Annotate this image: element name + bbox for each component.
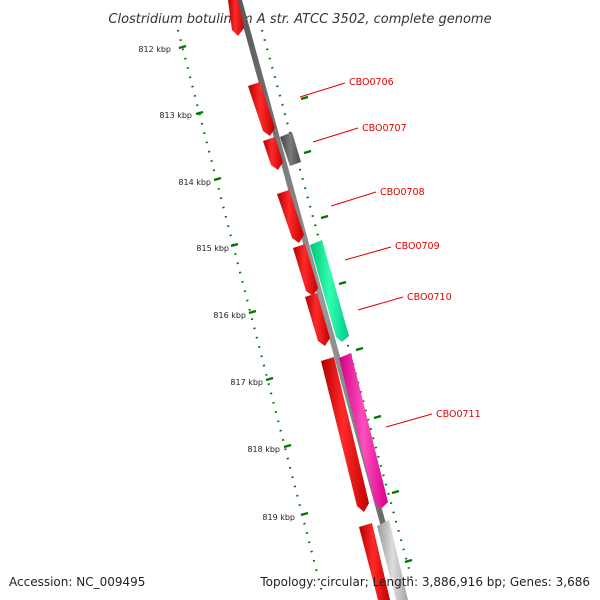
inner-ruler-ticks xyxy=(300,95,413,564)
inner-tick-7 xyxy=(391,489,400,495)
gene-arrow-top-partial[interactable] xyxy=(228,0,244,36)
tick-mark-816 xyxy=(248,309,257,315)
tick-label-812: 812 kbp xyxy=(138,45,171,54)
tick-mark-815 xyxy=(230,242,239,248)
gene-arrow-lightgrey[interactable] xyxy=(377,520,408,600)
tick-label-816: 816 kbp xyxy=(213,311,246,320)
callout-lines xyxy=(299,82,433,428)
tick-label-815: 815 kbp xyxy=(196,244,229,253)
gene-label-cbo0710[interactable]: CBO0710 xyxy=(407,292,452,303)
tick-label-814: 814 kbp xyxy=(178,178,211,187)
tick-label-817: 817 kbp xyxy=(230,378,263,387)
tick-label-819: 819 kbp xyxy=(262,513,295,522)
inner-tick-4 xyxy=(338,280,347,286)
accession-text: Accession: NC_009495 xyxy=(9,575,145,589)
gene-label-cbo0706[interactable]: CBO0706 xyxy=(349,77,394,88)
inner-tick-3 xyxy=(320,214,329,220)
inner-tick-5 xyxy=(355,346,364,352)
gene-arrow-magenta[interactable] xyxy=(339,353,388,508)
gene-arrow-red-3[interactable] xyxy=(277,190,304,243)
gene-label-cbo0708[interactable]: CBO0708 xyxy=(380,187,425,198)
gene-arrow-red-5[interactable] xyxy=(305,293,330,346)
gene-arrow-grey[interactable] xyxy=(280,132,301,166)
gene-label-cbo0707[interactable]: CBO0707 xyxy=(362,123,407,134)
map-title: Clostridium botulinum A str. ATCC 3502, … xyxy=(108,12,491,27)
tick-label-818: 818 kbp xyxy=(247,445,280,454)
gene-label-cbo0709[interactable]: CBO0709 xyxy=(395,241,440,252)
inner-tick-1 xyxy=(300,95,309,101)
callout-line-cbo0706 xyxy=(299,82,346,98)
tick-mark-813 xyxy=(195,110,204,116)
tick-mark-819 xyxy=(300,511,309,517)
callout-line-cbo0711 xyxy=(385,413,433,428)
callout-line-cbo0709 xyxy=(344,246,392,261)
gene-arrow-red-1[interactable] xyxy=(248,82,275,136)
callout-line-cbo0708 xyxy=(330,191,377,207)
callout-line-cbo0710 xyxy=(357,296,404,311)
ruler-outer-track xyxy=(176,29,325,597)
inner-tick-6 xyxy=(373,414,382,420)
tick-label-813: 813 kbp xyxy=(159,111,192,120)
gene-label-cbo0711[interactable]: CBO0711 xyxy=(436,409,481,420)
inner-tick-8 xyxy=(404,558,413,564)
gene-arrow-red-7[interactable] xyxy=(359,523,390,600)
tick-mark-812 xyxy=(178,44,187,50)
tick-mark-817 xyxy=(265,376,274,382)
gene-arrow-red-2[interactable] xyxy=(263,137,283,170)
gene-arrow-green[interactable] xyxy=(310,240,349,342)
gene-arrow-red-4[interactable] xyxy=(293,244,318,296)
inner-tick-2 xyxy=(303,149,312,155)
ruler-major-ticks xyxy=(178,44,309,517)
callout-line-cbo0707 xyxy=(312,127,359,143)
gene-arrow-red-6[interactable] xyxy=(321,357,369,512)
genome-summary-text: Topology: circular; Length: 3,886,916 bp… xyxy=(259,575,590,589)
tick-mark-814 xyxy=(213,176,222,182)
tick-mark-818 xyxy=(283,443,292,449)
